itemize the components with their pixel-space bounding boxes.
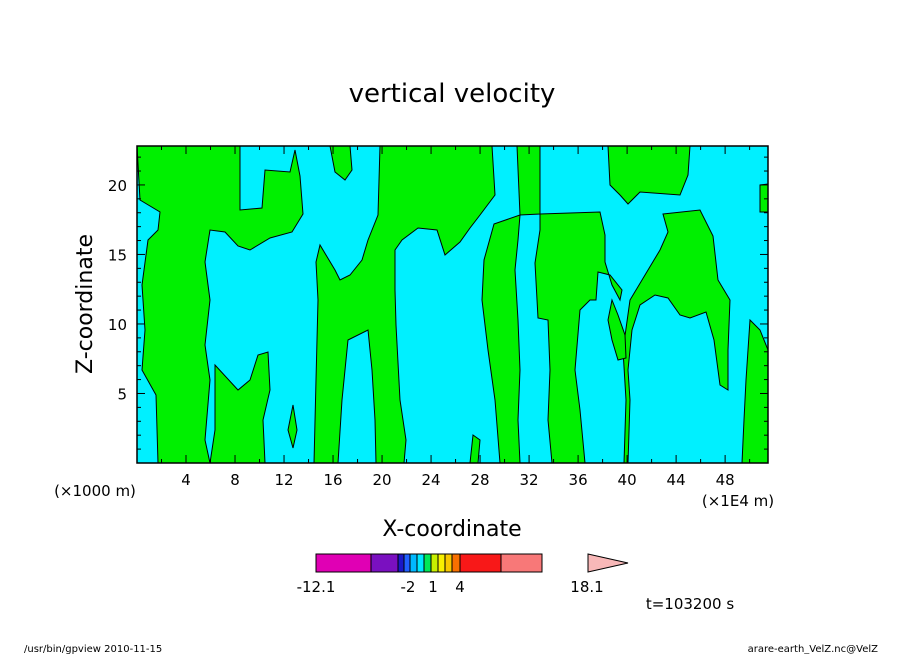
plot-area — [137, 146, 768, 463]
colorbar-swatch-2 — [370, 553, 399, 573]
x-unit-right: (×1E4 m) — [702, 492, 774, 510]
positive-region-9 — [607, 146, 691, 205]
x-axis-ticks: 4 8 12 16 20 24 28 32 36 40 44 48 — [161, 146, 751, 489]
positive-region-6 — [481, 214, 521, 463]
positive-region-2 — [329, 146, 353, 181]
colorbar-swatch-6 — [416, 553, 425, 573]
positive-region-13 — [759, 183, 768, 213]
positive-region-8 — [516, 146, 541, 216]
x-tick-label: 20 — [373, 471, 392, 489]
positive-region-10 — [622, 209, 731, 463]
x-tick-label: 4 — [181, 471, 191, 489]
x-tick-label: 40 — [618, 471, 637, 489]
colorbar-swatch-5 — [409, 553, 418, 573]
colorbar-swatch-12 — [459, 553, 502, 573]
colorbar-label-4: 4 — [455, 578, 465, 596]
y-tick-label: 15 — [108, 246, 127, 264]
x-unit-left: (×1000 m) — [54, 482, 136, 500]
colorbar-swatch-3 — [397, 553, 405, 573]
footer-left: /usr/bin/gpview 2010-11-15 — [24, 644, 162, 654]
positive-region-5 — [313, 146, 496, 463]
x-tick-label: 12 — [274, 471, 293, 489]
x-tick-label: 44 — [667, 471, 686, 489]
colorbar-label-1: 1 — [428, 578, 438, 596]
y-axis-label: Z-coordinate — [73, 234, 98, 374]
colorbar-label-max: 18.1 — [570, 578, 603, 596]
y-tick-label: 20 — [108, 177, 127, 195]
x-tick-label: 24 — [422, 471, 441, 489]
footer-right: arare-earth_VelZ.nc@VelZ — [748, 644, 879, 654]
positive-region-3 — [209, 351, 271, 463]
positive-region-7 — [534, 211, 623, 463]
colorbar — [315, 553, 629, 573]
colorbar-swatch-11 — [451, 553, 461, 573]
positive-region-14 — [469, 434, 481, 463]
plot-frame — [136, 145, 769, 464]
x-tick-label: 48 — [716, 471, 735, 489]
colorbar-label-min: -12.1 — [297, 578, 336, 596]
y-tick-label: 10 — [108, 316, 127, 334]
colorbar-labels: -12.1 -2 1 4 18.1 — [297, 578, 604, 596]
x-tick-label: 8 — [230, 471, 240, 489]
colorbar-arrow — [587, 553, 629, 573]
x-tick-label: 36 — [569, 471, 588, 489]
x-tick-label: 32 — [520, 471, 539, 489]
time-label: t=103200 s — [646, 595, 734, 613]
positive-region-1 — [137, 146, 304, 463]
colorbar-swatch-13 — [500, 553, 543, 573]
colorbar-swatch-8 — [430, 553, 439, 573]
colorbar-swatch-1 — [315, 553, 372, 573]
y-axis-ticks: 5 10 15 20 — [108, 156, 768, 450]
positive-velocity-regions — [137, 146, 768, 463]
colorbar-swatch-7 — [423, 553, 432, 573]
x-axis-label: X-coordinate — [382, 517, 521, 542]
chart-title: vertical velocity — [349, 79, 556, 109]
y-tick-label: 5 — [117, 385, 127, 403]
colorbar-swatch-4 — [403, 553, 411, 573]
positive-region-12 — [741, 318, 768, 463]
positive-region-4 — [287, 404, 298, 449]
positive-region-11 — [607, 298, 627, 361]
colorbar-swatch-10 — [444, 553, 453, 573]
x-tick-label: 28 — [471, 471, 490, 489]
colorbar-swatch-9 — [437, 553, 446, 573]
colorbar-label-neg2: -2 — [401, 578, 416, 596]
x-tick-label: 16 — [323, 471, 342, 489]
